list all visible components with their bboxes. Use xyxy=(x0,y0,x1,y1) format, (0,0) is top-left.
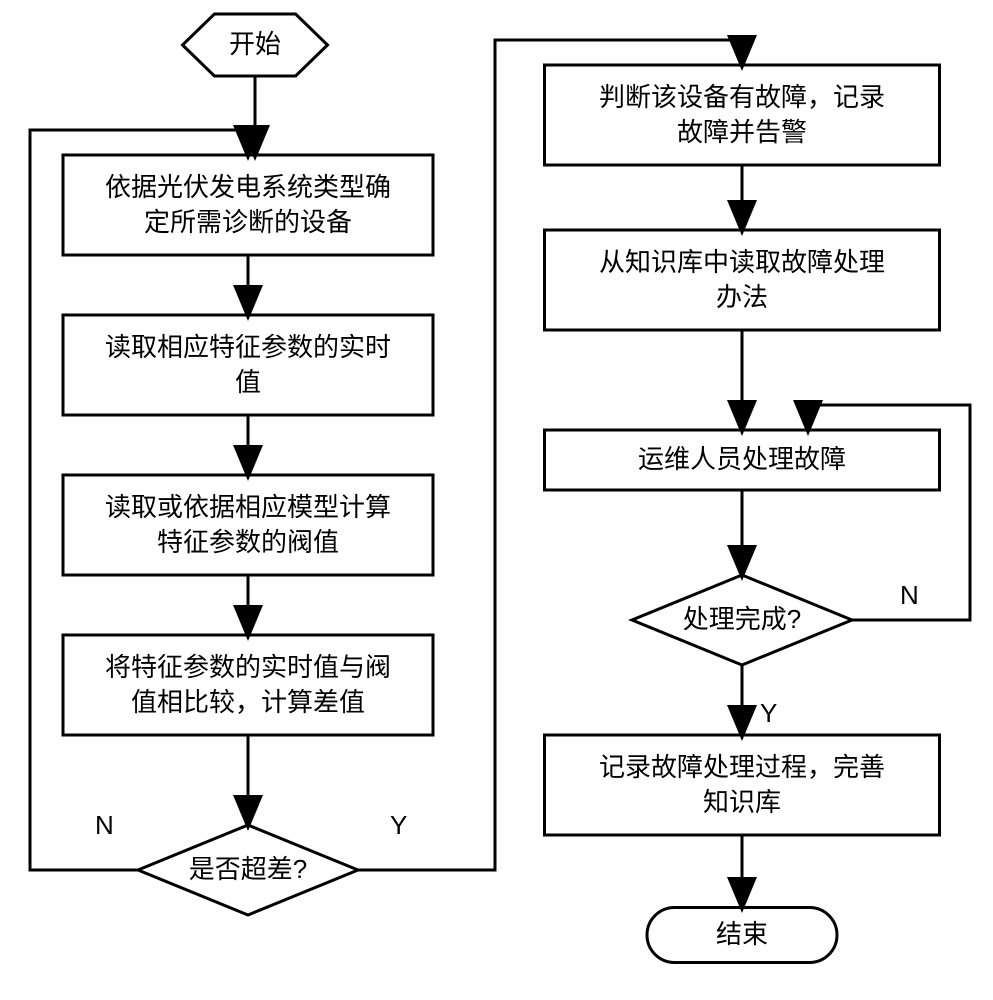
flowchart-canvas xyxy=(0,0,993,1000)
node-end xyxy=(647,908,837,963)
node-n6 xyxy=(545,230,940,330)
node-n2 xyxy=(63,315,433,415)
node-dec2 xyxy=(632,575,852,665)
node-n8 xyxy=(545,735,940,835)
edge-dec2-n7 xyxy=(808,405,970,620)
node-n7 xyxy=(545,430,940,490)
node-n4 xyxy=(63,635,433,735)
node-start xyxy=(183,14,328,76)
node-n3 xyxy=(63,475,433,575)
node-dec1 xyxy=(138,825,358,915)
node-n5 xyxy=(545,65,940,165)
node-n1 xyxy=(63,155,433,255)
